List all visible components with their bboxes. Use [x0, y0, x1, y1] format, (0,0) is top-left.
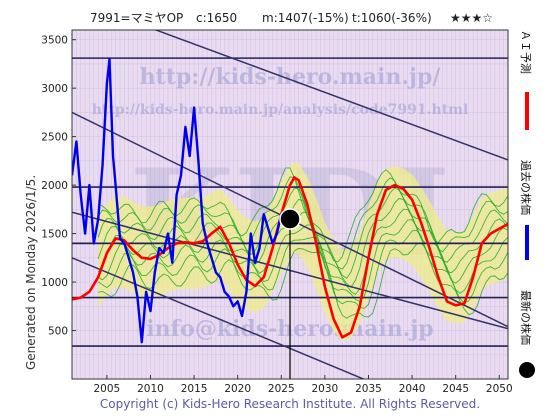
x-tick-label: 2025 [268, 383, 295, 395]
chart-title-target: t:1060(-36%) [352, 11, 432, 25]
x-tick-label: 2020 [224, 383, 251, 395]
copyright-footer: Copyright (c) Kids-Hero Research Institu… [100, 397, 480, 411]
generated-date-label: Generated on Monday 2026/1/5. [24, 175, 38, 370]
chart-title-code-name: 7991=マミヤOP [90, 11, 183, 25]
forecast-ensemble-line [97, 229, 508, 309]
forecast-ensemble-line [97, 219, 508, 303]
legend-latest-price-marker [519, 362, 535, 378]
marker-layer [279, 208, 301, 379]
y-tick-label: 1500 [41, 229, 68, 241]
forecast-ensemble-line [97, 187, 508, 279]
watermark-analysis-url: http://kids-hero.main.jp/analysis/code79… [92, 102, 469, 118]
legend-latest-price-label: 最新の株価 [519, 290, 533, 345]
legend-ai-forecast-label: ＡＩ予測 [519, 30, 533, 74]
chart-title-mid: m:1407(-15%) [262, 11, 349, 25]
latest-price-marker [279, 208, 301, 230]
y-tick-label: 3500 [41, 35, 68, 47]
x-tick-label: 2035 [355, 383, 382, 395]
x-tick-label: 2015 [181, 383, 208, 395]
x-tick-label: 2005 [94, 383, 121, 395]
x-tick-label: 2030 [312, 383, 339, 395]
y-tick-label: 500 [48, 326, 68, 338]
ai-forecast-line [72, 176, 508, 339]
y-tick-label: 2000 [41, 180, 68, 192]
x-tick-label: 2045 [442, 383, 469, 395]
y-tick-label: 3000 [41, 83, 68, 95]
y-tick-label: 2500 [41, 132, 68, 144]
axis-layer: 2005 2010 2015 2020 2025 2030 2035 2040 2045 2050… [41, 35, 512, 395]
legend: ＡＩ予測 過去の株価 最新の株価 [519, 30, 535, 378]
chart-title-stars: ★★★☆ [450, 11, 493, 25]
watermark-url: http://kids-hero.main.jp/ [140, 64, 442, 90]
x-tick-label: 2040 [399, 383, 426, 395]
x-tick-label: 2010 [137, 383, 164, 395]
forecast-ensemble-line [97, 176, 508, 270]
series-layer [72, 57, 508, 344]
y-tick-label: 1000 [41, 277, 68, 289]
chart-title-current: c:1650 [196, 11, 237, 25]
forecast-ensemble-line [98, 167, 508, 263]
legend-past-price-label: 過去の株価 [519, 160, 533, 215]
trend-channel-line [153, 30, 508, 161]
past-price-line [72, 57, 291, 344]
plot-frame [71, 29, 509, 380]
x-tick-label: 2050 [486, 383, 513, 395]
